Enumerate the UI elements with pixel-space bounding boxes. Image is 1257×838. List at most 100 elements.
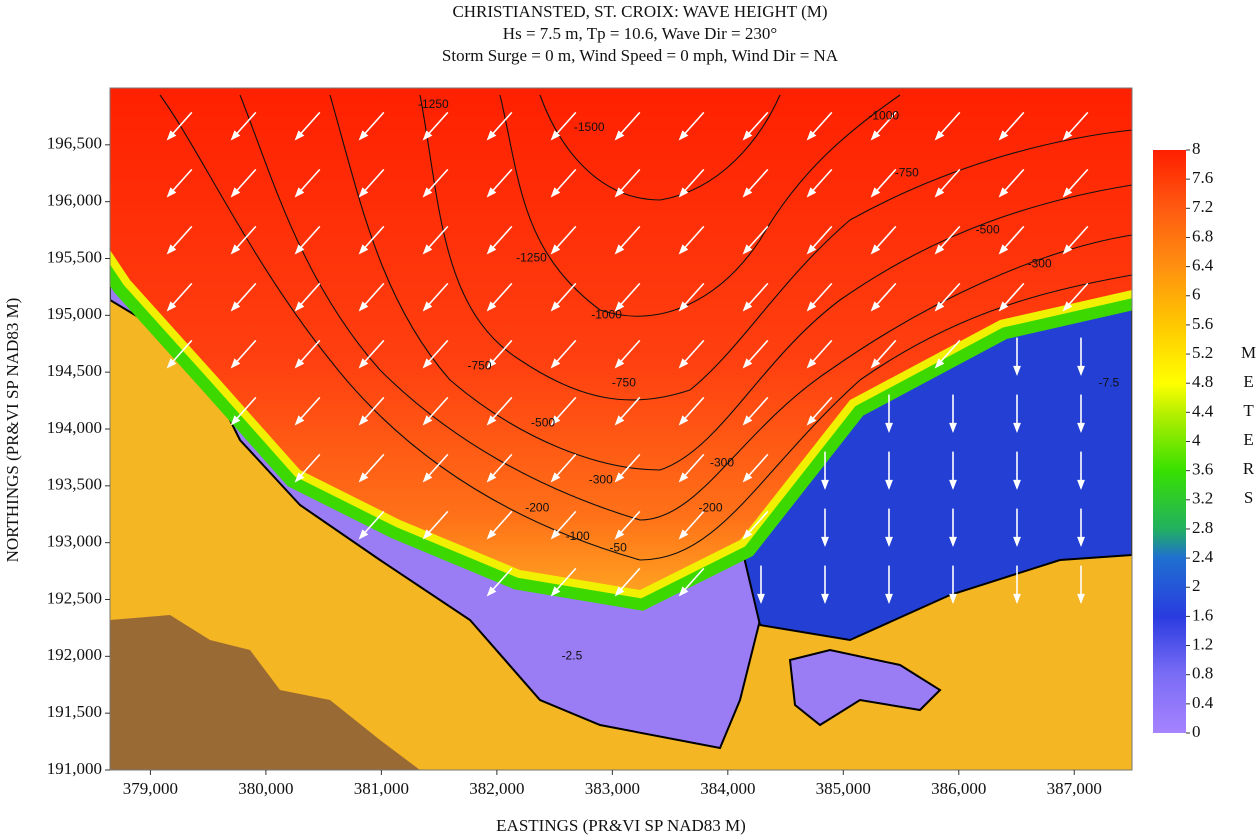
wave-arrow-head [1062, 301, 1073, 312]
wave-arrow-head [821, 479, 829, 490]
colorbar-tick-label: 4 [1192, 430, 1201, 449]
colorbar-tick-label: 7.2 [1192, 197, 1213, 216]
colorbar-tick-label: 6.8 [1192, 226, 1213, 245]
y-tick-label: 192,000 [47, 645, 102, 664]
wave-arrow-head [949, 593, 957, 604]
wave-arrow-head [870, 130, 881, 141]
wave-arrow-head [742, 472, 753, 483]
wave-arrow-head [550, 415, 561, 426]
wave-arrow-head [1077, 365, 1085, 376]
x-tick-label: 380,000 [238, 779, 293, 798]
colorbar-tick-label: 7.6 [1192, 168, 1213, 187]
wave-arrow-head [998, 130, 1009, 141]
wave-arrow-head [166, 358, 177, 369]
wave-arrow-head [1062, 244, 1073, 255]
colorbar-tick-label: 5.2 [1192, 343, 1213, 362]
wave-arrow-head [870, 244, 881, 255]
wave-arrow-head [486, 187, 497, 198]
wave-arrow-head [358, 130, 369, 141]
x-tick-label: 383,000 [585, 779, 640, 798]
wave-arrow-head [870, 187, 881, 198]
wave-arrow-head [1013, 536, 1021, 547]
contour-labels: -1500 -1250 -1250 -1000 -750 -750 -500 -300 -200… [418, 97, 1120, 662]
contour-label: -100 [566, 529, 590, 543]
chart-title: CHRISTIANSTED, ST. CROIX: WAVE HEIGHT (M… [452, 2, 827, 21]
wave-arrow-head [358, 187, 369, 198]
colorbar-tick-label: 6 [1192, 285, 1201, 304]
wave-arrow-head [422, 130, 433, 141]
wave-arrow-head [230, 244, 241, 255]
contour-label: -1250 [516, 251, 547, 265]
x-tick-label: 385,000 [816, 779, 871, 798]
wave-arrow-head [358, 415, 369, 426]
colorbar-tick-label: 1.2 [1192, 634, 1213, 653]
wave-arrow-head [1013, 479, 1021, 490]
wave-arrow-head [294, 472, 305, 483]
wave-arrow-head [885, 422, 893, 433]
wave-arrow-head [422, 472, 433, 483]
contour-label: -750 [895, 165, 919, 179]
wave-arrow-head [422, 529, 433, 540]
wave-arrow-head [166, 301, 177, 312]
wave-arrow-head [614, 358, 625, 369]
colorbar-tick-label: 2.4 [1192, 547, 1214, 566]
colorbar-tick-label: 6.4 [1192, 256, 1214, 275]
wave-arrow-head [550, 301, 561, 312]
wave-arrow-head [1062, 187, 1073, 198]
colorbar-tick-label: 5.6 [1192, 314, 1213, 333]
wave-arrow-head [422, 301, 433, 312]
colorbar-tick-label: 4.4 [1192, 401, 1214, 420]
y-axis-label: NORTHINGS (PR&VI SP NAD83 M) [3, 298, 22, 563]
contour-label: -300 [589, 472, 613, 486]
contour-line [329, 94, 1132, 471]
wave-arrow-head [885, 479, 893, 490]
contour-label: -500 [531, 415, 555, 429]
contour-line [539, 94, 781, 201]
contour-label: -300 [710, 455, 734, 469]
wave-arrow-head [934, 187, 945, 198]
wave-arrow-head [614, 187, 625, 198]
y-tick-label: 193,000 [47, 532, 102, 551]
wave-arrow-head [934, 130, 945, 141]
wave-arrow-head [934, 244, 945, 255]
colorbar-tick-label: 0.4 [1192, 693, 1214, 712]
y-tick-label: 196,500 [47, 134, 102, 153]
x-tick-label: 381,000 [354, 779, 409, 798]
contour-label: -1000 [868, 109, 899, 123]
chart-subtitle: Hs = 7.5 m, Tp = 10.6, Wave Dir = 230° [503, 24, 777, 43]
wave-arrow-head [1013, 422, 1021, 433]
wave-arrow-head [294, 301, 305, 312]
wave-arrow-head [422, 187, 433, 198]
island-lagoon [788, 648, 942, 727]
wave-arrow-head [358, 529, 369, 540]
wave-arrow-head [550, 472, 561, 483]
wave-vectors [166, 111, 1089, 604]
contour-line [419, 94, 1132, 401]
wave-arrow-head [294, 415, 305, 426]
wave-arrow-head [742, 415, 753, 426]
wave-arrow-head [742, 130, 753, 141]
chart-subtitle: Storm Surge = 0 m, Wind Speed = 0 mph, W… [442, 46, 839, 65]
colorbar-tick-label: 0 [1192, 722, 1201, 741]
wave-arrow-head [742, 529, 753, 540]
wave-arrow-head [550, 529, 561, 540]
contour-label: -1000 [591, 308, 622, 322]
wave-arrow-head [422, 244, 433, 255]
x-tick-label: 386,000 [931, 779, 986, 798]
wave-arrow-head [678, 472, 689, 483]
wave-arrow-head [742, 244, 753, 255]
wave-arrow-head [742, 187, 753, 198]
contour-line [499, 94, 901, 317]
wave-arrow-head [486, 130, 497, 141]
wave-arrow-head [870, 301, 881, 312]
wave-arrow-head [166, 187, 177, 198]
colorbar-tick-label: 8 [1192, 139, 1201, 158]
wave-arrow-head [358, 358, 369, 369]
wave-arrow-head [1013, 365, 1021, 376]
wave-arrow-head [230, 187, 241, 198]
wave-arrow-head [294, 187, 305, 198]
colorbar-tick-label: 1.6 [1192, 605, 1213, 624]
wave-arrow-head [614, 130, 625, 141]
wave-arrow-head [1077, 479, 1085, 490]
wave-arrow-head [949, 536, 957, 547]
